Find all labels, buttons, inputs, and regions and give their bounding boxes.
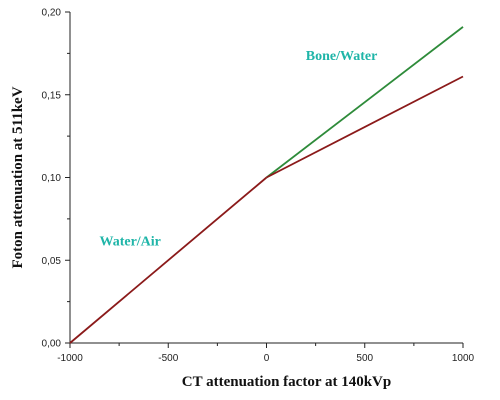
y-tick-label: 0,05 xyxy=(42,256,62,267)
series-line-2 xyxy=(265,26,464,179)
axes: -1000 -500 0 500 1000 0,00 0,05 0,10 0,15 0,20 xyxy=(42,8,475,365)
y-tick-label: 0,00 xyxy=(42,339,62,350)
x-tick-label: 500 xyxy=(356,353,373,364)
annotation-label-2: Bone/Water xyxy=(306,49,378,64)
y-tick-label: 0,10 xyxy=(42,173,62,184)
x-axis-title: CT attenuation factor at 140kVp xyxy=(182,374,391,390)
annotations: Water/Air Bone/Water xyxy=(99,49,377,249)
y-tick-label: 0,20 xyxy=(42,8,62,19)
annotation-label-1: Water/Air xyxy=(99,234,160,249)
y-tick-label: 0,15 xyxy=(42,90,62,101)
series-line-3 xyxy=(266,75,464,179)
series-line-1 xyxy=(69,176,268,344)
y-axis-title: Foton attenuation at 511keV xyxy=(10,86,26,268)
x-tick-label: 1000 xyxy=(452,353,475,364)
series-lines xyxy=(69,26,464,344)
x-tick-label: 0 xyxy=(264,353,270,364)
x-tick-label: -1000 xyxy=(57,353,83,364)
x-tick-label: -500 xyxy=(158,353,178,364)
